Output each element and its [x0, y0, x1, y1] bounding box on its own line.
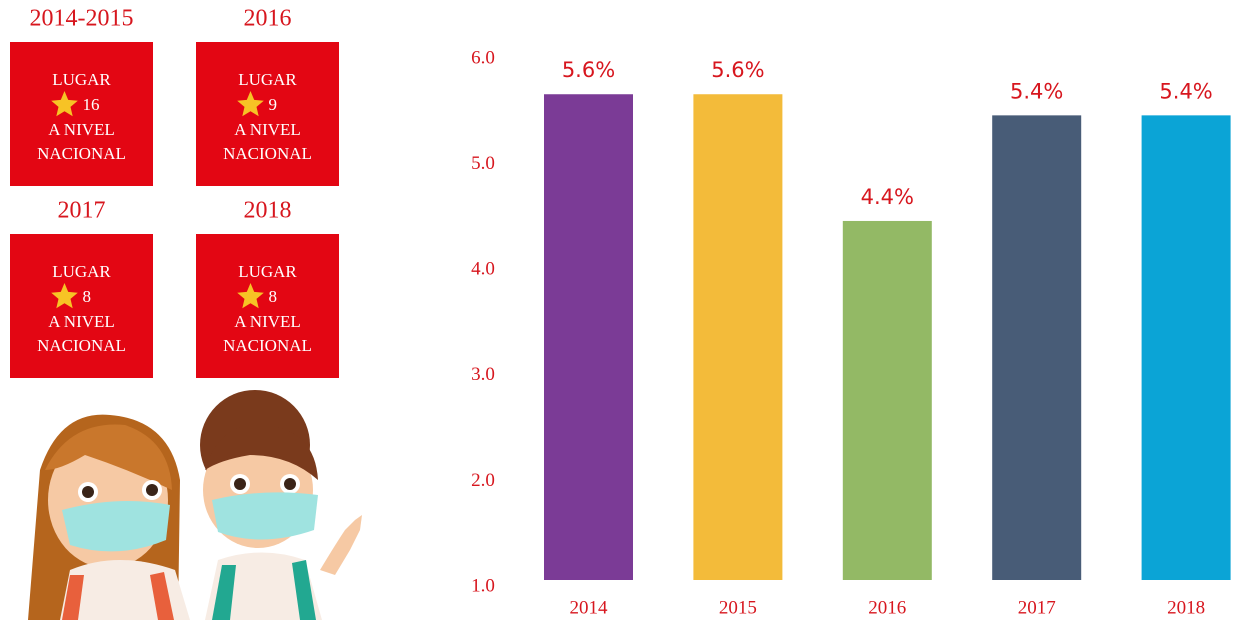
value-label: 5.4%	[1010, 79, 1063, 103]
star-icon	[237, 283, 264, 309]
card-period: 2018	[244, 198, 292, 224]
card-scope: NACIONAL	[223, 144, 312, 163]
bar	[693, 94, 783, 581]
card-rank: 8	[269, 287, 278, 306]
card-rank: 9	[269, 95, 278, 114]
card-level: A NIVEL	[48, 312, 115, 331]
card	[196, 234, 339, 378]
star-icon	[51, 91, 78, 117]
value-label: 5.4%	[1159, 79, 1212, 103]
star-icon	[51, 283, 78, 309]
card-level: A NIVEL	[234, 120, 301, 139]
card-scope: NACIONAL	[37, 144, 126, 163]
bar	[544, 94, 633, 581]
card-rank: 8	[83, 287, 92, 306]
x-tick-label: 2015	[719, 597, 757, 618]
card-period: 2014-2015	[30, 6, 134, 32]
x-tick-label: 2018	[1167, 597, 1205, 618]
card-label: LUGAR	[52, 262, 111, 281]
star-icon	[237, 91, 264, 117]
card-period: 2016	[244, 6, 292, 32]
y-tick-label: 2.0	[471, 470, 495, 491]
value-label: 5.6%	[562, 58, 615, 82]
card-period: 2017	[58, 198, 106, 224]
bar	[1141, 115, 1231, 581]
bar	[992, 115, 1082, 581]
value-label: 5.6%	[711, 58, 764, 82]
y-tick-label: 3.0	[471, 364, 495, 385]
card-rank: 16	[83, 95, 100, 114]
y-tick-label: 5.0	[471, 153, 495, 174]
y-tick-label: 1.0	[471, 575, 495, 596]
card-label: LUGAR	[52, 70, 111, 89]
x-tick-label: 2014	[570, 597, 609, 618]
card	[196, 42, 339, 186]
bar	[842, 220, 932, 580]
card-level: A NIVEL	[234, 312, 301, 331]
card-level: A NIVEL	[48, 120, 115, 139]
x-tick-label: 2016	[868, 597, 906, 618]
y-tick-label: 6.0	[471, 47, 495, 68]
x-tick-label: 2017	[1018, 597, 1056, 618]
card	[10, 234, 153, 378]
card-label: LUGAR	[238, 262, 297, 281]
card	[10, 42, 153, 186]
card-scope: NACIONAL	[223, 336, 312, 355]
card-scope: NACIONAL	[37, 336, 126, 355]
y-tick-label: 4.0	[471, 259, 495, 280]
card-label: LUGAR	[238, 70, 297, 89]
value-label: 4.4%	[861, 185, 914, 209]
kids-illustration	[28, 390, 362, 620]
